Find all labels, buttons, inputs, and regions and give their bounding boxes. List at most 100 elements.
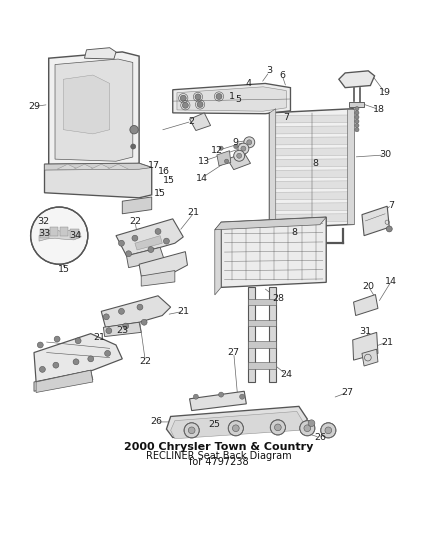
- Text: 19: 19: [379, 88, 391, 97]
- Text: 34: 34: [69, 231, 81, 240]
- Circle shape: [123, 323, 129, 329]
- Circle shape: [73, 359, 79, 365]
- Text: 26: 26: [314, 433, 326, 442]
- Text: 18: 18: [373, 105, 385, 114]
- Circle shape: [224, 159, 229, 163]
- Circle shape: [237, 154, 242, 158]
- Polygon shape: [85, 47, 116, 59]
- Polygon shape: [273, 203, 350, 211]
- Polygon shape: [273, 214, 350, 222]
- Text: RECLINER Seat Back Diagram: RECLINER Seat Back Diagram: [146, 450, 292, 461]
- Circle shape: [188, 427, 195, 434]
- Circle shape: [244, 137, 255, 148]
- Polygon shape: [101, 296, 171, 327]
- Text: 6: 6: [279, 70, 285, 79]
- Text: 13: 13: [198, 157, 210, 166]
- Polygon shape: [70, 229, 78, 238]
- Polygon shape: [273, 115, 350, 123]
- Circle shape: [197, 101, 203, 108]
- Polygon shape: [248, 287, 255, 382]
- Text: 17: 17: [148, 161, 160, 170]
- Circle shape: [234, 144, 238, 149]
- Circle shape: [219, 146, 223, 150]
- Polygon shape: [36, 370, 93, 392]
- Circle shape: [39, 366, 46, 373]
- Text: for 4797238: for 4797238: [189, 457, 249, 467]
- Text: 21: 21: [177, 307, 189, 316]
- Circle shape: [355, 119, 359, 123]
- Circle shape: [180, 95, 186, 101]
- Polygon shape: [339, 71, 374, 87]
- Text: 2: 2: [189, 117, 194, 126]
- Circle shape: [240, 394, 245, 399]
- Polygon shape: [215, 222, 221, 295]
- Polygon shape: [273, 137, 350, 145]
- Circle shape: [304, 425, 311, 432]
- Text: 14: 14: [385, 277, 397, 286]
- Text: 22: 22: [139, 357, 152, 366]
- Polygon shape: [50, 227, 58, 237]
- Text: 31: 31: [359, 327, 371, 336]
- Text: 25: 25: [209, 421, 221, 430]
- Circle shape: [31, 207, 88, 264]
- Circle shape: [54, 336, 60, 342]
- Text: 21: 21: [188, 208, 200, 217]
- Circle shape: [321, 423, 336, 438]
- Text: 26: 26: [150, 417, 162, 426]
- Polygon shape: [227, 153, 251, 169]
- Text: 12: 12: [211, 146, 223, 155]
- Text: 9: 9: [233, 138, 239, 147]
- Polygon shape: [40, 229, 49, 238]
- Text: 28: 28: [272, 294, 284, 303]
- Circle shape: [355, 115, 359, 119]
- Circle shape: [130, 125, 138, 134]
- Polygon shape: [91, 164, 112, 169]
- Circle shape: [386, 226, 392, 232]
- Text: 32: 32: [37, 217, 49, 226]
- Polygon shape: [269, 287, 276, 382]
- Circle shape: [119, 240, 124, 246]
- Polygon shape: [173, 84, 290, 114]
- Circle shape: [219, 392, 224, 397]
- Circle shape: [103, 314, 109, 320]
- Polygon shape: [221, 217, 326, 287]
- Text: 21: 21: [93, 333, 105, 342]
- Polygon shape: [248, 320, 276, 327]
- Polygon shape: [248, 362, 276, 368]
- Polygon shape: [269, 109, 276, 229]
- Circle shape: [132, 235, 138, 241]
- Circle shape: [137, 304, 143, 310]
- Polygon shape: [141, 271, 175, 286]
- Polygon shape: [248, 341, 276, 348]
- Polygon shape: [273, 159, 350, 167]
- Circle shape: [75, 338, 81, 344]
- Circle shape: [238, 143, 249, 154]
- Circle shape: [37, 342, 43, 348]
- Text: 8: 8: [313, 159, 319, 168]
- Circle shape: [193, 394, 198, 399]
- Polygon shape: [103, 322, 141, 336]
- Polygon shape: [273, 181, 350, 189]
- Text: 15: 15: [57, 265, 69, 274]
- Polygon shape: [55, 59, 133, 161]
- Polygon shape: [34, 370, 93, 391]
- Text: 33: 33: [39, 230, 51, 238]
- Text: 3: 3: [266, 66, 272, 75]
- Circle shape: [182, 102, 188, 108]
- Polygon shape: [74, 164, 95, 169]
- Polygon shape: [362, 206, 389, 236]
- Polygon shape: [177, 87, 286, 111]
- Polygon shape: [64, 75, 110, 134]
- Circle shape: [233, 425, 239, 432]
- Circle shape: [355, 107, 359, 111]
- Text: 7: 7: [389, 201, 394, 210]
- Text: 1: 1: [229, 92, 235, 101]
- Polygon shape: [248, 298, 276, 305]
- Circle shape: [247, 140, 252, 145]
- Polygon shape: [34, 334, 122, 382]
- Circle shape: [106, 328, 112, 334]
- Text: 8: 8: [292, 228, 298, 237]
- Circle shape: [195, 94, 201, 100]
- Polygon shape: [190, 391, 246, 410]
- Polygon shape: [45, 163, 152, 170]
